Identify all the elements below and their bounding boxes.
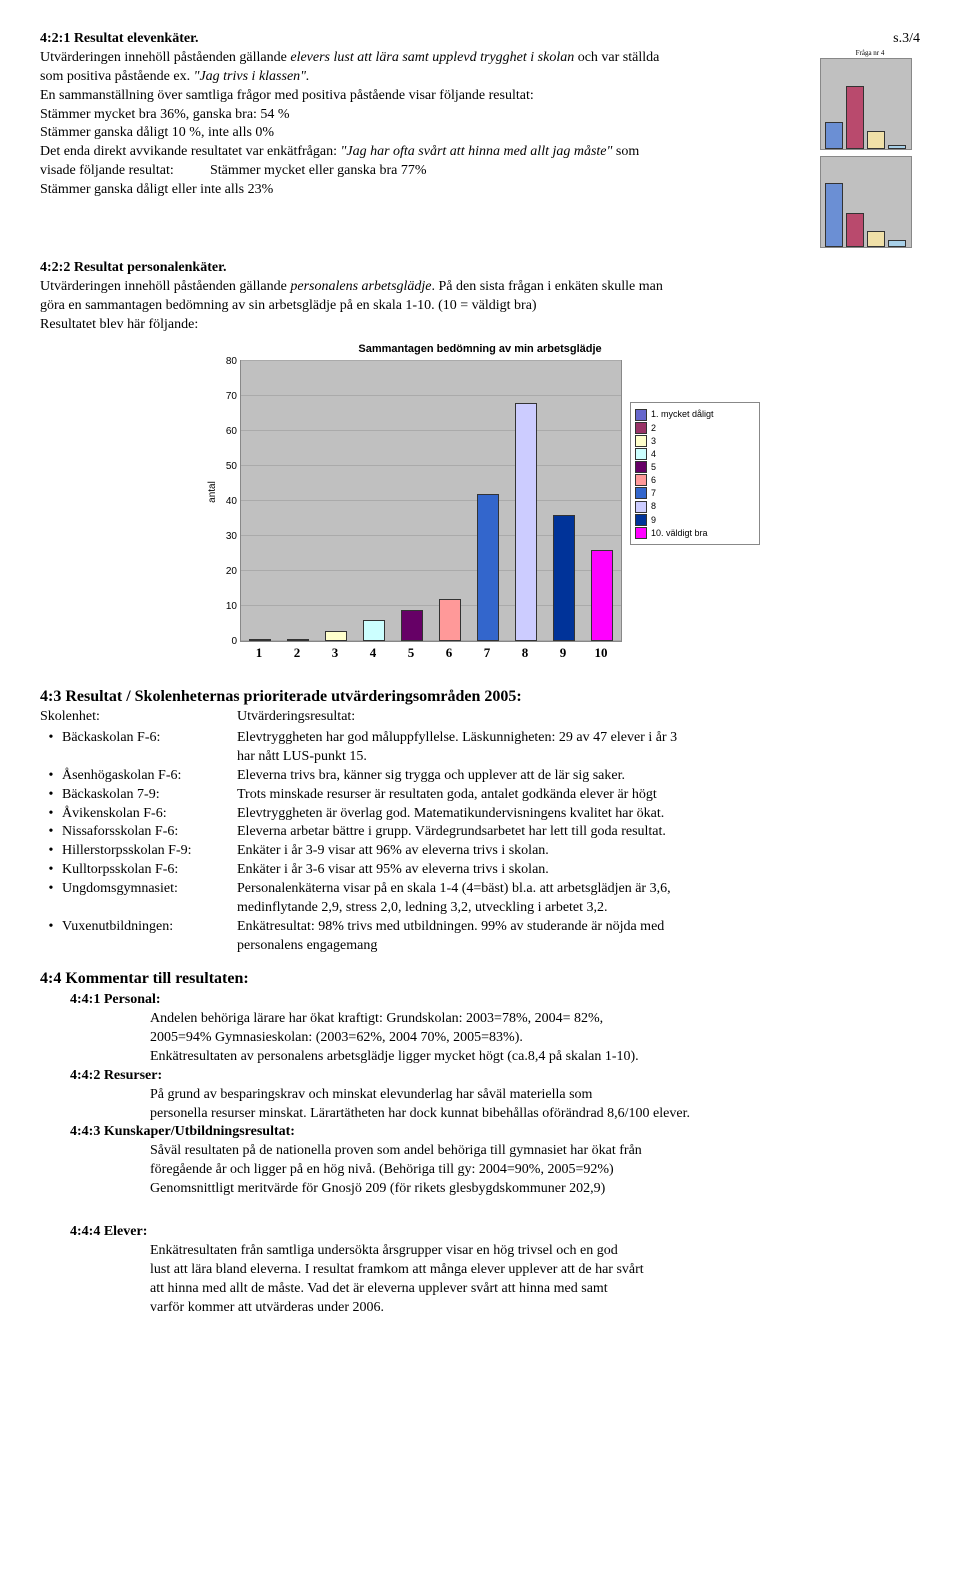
- small-charts: Fråga nr 4: [820, 49, 920, 249]
- para-3b: Stämmer ganska dåligt eller inte alls 23…: [40, 181, 920, 200]
- section-43-cols: Skolenhet: Utvärderingsresultat:: [40, 708, 920, 727]
- chart-bar: [287, 639, 309, 641]
- section-441-body: Andelen behöriga lärare har ökat kraftig…: [150, 1010, 920, 1067]
- chart-xticks: 12345678910: [240, 644, 620, 662]
- section-number: 4:2:1 Resultat elevenkäter.: [40, 30, 199, 49]
- section-43-title: 4:3 Resultat / Skolenheternas prioritera…: [40, 686, 920, 708]
- small-chart-2: [820, 156, 912, 248]
- legend-item: 1. mycket dåligt: [635, 408, 755, 420]
- section-444-body: Enkätresultaten från samtliga undersökta…: [150, 1242, 920, 1318]
- chart-title: Sammantagen bedömning av min arbetsglädj…: [200, 342, 760, 357]
- chart-bar: [515, 403, 537, 641]
- school-row: •Hillerstorpsskolan F-9:Enkäter i år 3-9…: [40, 842, 920, 861]
- para-1: Utvärderingen innehöll påståenden gällan…: [40, 49, 920, 106]
- school-row: •Vuxenutbildningen:Enkätresultat: 98% tr…: [40, 918, 920, 937]
- section-442-body: På grund av besparingskrav och minskat e…: [150, 1086, 920, 1124]
- legend-item: 9: [635, 514, 755, 526]
- para-2: Det enda direkt avvikande resultatet var…: [40, 143, 920, 162]
- section-441-title: 4:4:1 Personal:: [70, 991, 920, 1010]
- small-chart-1: [820, 58, 912, 150]
- school-row-cont: personalens engagemang: [40, 937, 920, 956]
- chart-bar: [553, 515, 575, 641]
- para-3-row: visade följande resultat: Stämmer mycket…: [40, 162, 814, 181]
- chart-bar: [477, 494, 499, 641]
- chart-plot: 01020304050607080: [240, 360, 622, 642]
- chart-bar: [401, 610, 423, 642]
- legend-item: 7: [635, 487, 755, 499]
- legend-item: 2: [635, 422, 755, 434]
- legend-item: 10. väldigt bra: [635, 527, 755, 539]
- legend-item: 6: [635, 474, 755, 486]
- section-442-title: 4:4:2 Resurser:: [70, 1067, 920, 1086]
- legend-item: 8: [635, 500, 755, 512]
- legend-item: 3: [635, 435, 755, 447]
- page-header: 4:2:1 Resultat elevenkäter. s.3/4: [40, 30, 920, 49]
- school-row: •Nissaforsskolan F-6:Eleverna arbetar bä…: [40, 823, 920, 842]
- section-44-title: 4:4 Kommentar till resultaten:: [40, 968, 920, 990]
- school-list: •Bäckaskolan F-6:Elevtryggheten har god …: [40, 729, 920, 956]
- chart-bar: [439, 599, 461, 641]
- chart-legend: 1. mycket dåligt 2345678 910. väldigt bra: [630, 402, 760, 544]
- para-422: Utvärderingen innehöll påståenden gällan…: [40, 278, 920, 335]
- legend-item: 5: [635, 461, 755, 473]
- legend-item: 4: [635, 448, 755, 460]
- section-422-title: 4:2:2 Resultat personalenkäter.: [40, 259, 920, 278]
- school-row: •Bäckaskolan F-6:Elevtryggheten har god …: [40, 729, 920, 748]
- result-lines-1: Stämmer mycket bra 36%, ganska bra: 54 %…: [40, 106, 920, 144]
- section-444-title: 4:4:4 Elever:: [70, 1223, 920, 1242]
- section-443-body: Såväl resultaten på de nationella proven…: [150, 1142, 920, 1199]
- small-chart-title: Fråga nr 4: [820, 49, 920, 58]
- school-row: •Åsenhögaskolan F-6:Eleverna trivs bra, …: [40, 767, 920, 786]
- page-number: s.3/4: [893, 30, 920, 49]
- main-chart: Sammantagen bedömning av min arbetsglädj…: [40, 342, 920, 672]
- school-row: •Åvikenskolan F-6:Elevtryggheten är över…: [40, 805, 920, 824]
- col-skolenhet: Skolenhet:: [40, 708, 237, 727]
- school-row: •Ungdomsgymnasiet:Personalenkäterna visa…: [40, 880, 920, 899]
- chart-bar: [363, 620, 385, 641]
- school-row-cont: har nått LUS-punkt 15.: [40, 748, 920, 767]
- chart-bar: [249, 639, 271, 641]
- school-row: •Bäckaskolan 7-9:Trots minskade resurser…: [40, 786, 920, 805]
- col-resultat: Utvärderingsresultat:: [237, 708, 355, 727]
- school-row: •Kulltorpsskolan F-6:Enkäter i år 3-6 vi…: [40, 861, 920, 880]
- section-443-title: 4:4:3 Kunskaper/Utbildningsresultat:: [70, 1123, 920, 1142]
- chart-bar: [325, 631, 347, 642]
- chart-bar: [591, 550, 613, 641]
- school-row-cont: medinflytande 2,9, stress 2,0, ledning 3…: [40, 899, 920, 918]
